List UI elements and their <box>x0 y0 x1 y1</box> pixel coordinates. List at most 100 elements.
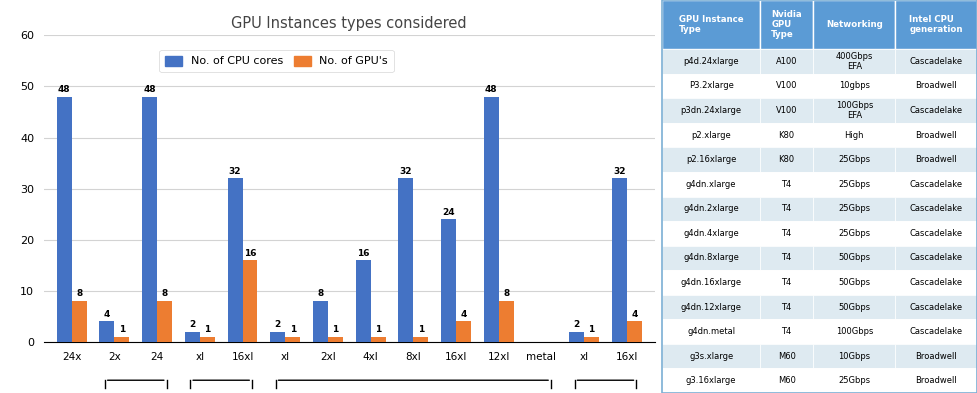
Text: p3dn.24xlarge: p3dn.24xlarge <box>681 106 742 115</box>
Bar <box>114 337 129 342</box>
Bar <box>895 98 977 123</box>
Bar <box>814 319 895 344</box>
Text: 4: 4 <box>631 310 638 319</box>
Text: 50Gbps: 50Gbps <box>838 303 871 312</box>
Text: 1: 1 <box>588 325 595 334</box>
Bar <box>71 301 87 342</box>
Text: 16: 16 <box>243 249 256 258</box>
Text: T4: T4 <box>782 303 791 312</box>
Text: Broadwell: Broadwell <box>915 376 957 385</box>
Text: 1: 1 <box>418 325 424 334</box>
Text: 25Gbps: 25Gbps <box>838 155 871 164</box>
Text: p2.16xlarge: p2.16xlarge <box>686 155 737 164</box>
Bar <box>662 369 760 393</box>
Bar <box>662 270 760 295</box>
Bar <box>895 295 977 319</box>
Bar <box>760 295 814 319</box>
Bar <box>895 147 977 172</box>
Bar <box>185 332 200 342</box>
Text: g3.16xlarge: g3.16xlarge <box>686 376 737 385</box>
Bar <box>760 270 814 295</box>
Bar <box>456 321 471 342</box>
Bar <box>760 369 814 393</box>
Bar <box>760 49 814 73</box>
Text: T4: T4 <box>782 180 791 189</box>
Bar <box>627 321 642 342</box>
Bar <box>356 260 370 342</box>
Text: 100Gbps: 100Gbps <box>835 327 873 336</box>
Bar <box>313 301 328 342</box>
Text: 10Gbps: 10Gbps <box>838 352 871 361</box>
Bar <box>200 337 215 342</box>
Text: V100: V100 <box>776 81 797 90</box>
Bar <box>895 270 977 295</box>
Bar <box>760 196 814 221</box>
Text: 4: 4 <box>104 310 110 319</box>
Text: GPU Instance
Type: GPU Instance Type <box>679 15 743 34</box>
Bar <box>399 178 413 342</box>
Bar <box>760 73 814 98</box>
Bar <box>814 49 895 73</box>
Text: V100: V100 <box>776 106 797 115</box>
Text: Broadwell: Broadwell <box>915 130 957 140</box>
Text: 1: 1 <box>204 325 210 334</box>
Bar <box>662 246 760 270</box>
Text: 24: 24 <box>443 208 455 217</box>
Bar <box>895 344 977 369</box>
Text: 8: 8 <box>76 290 82 299</box>
Bar <box>814 98 895 123</box>
Bar <box>760 246 814 270</box>
Text: Broadwell: Broadwell <box>915 81 957 90</box>
Bar <box>584 337 599 342</box>
Bar <box>285 337 300 342</box>
Text: Nvidia
GPU
Type: Nvidia GPU Type <box>772 10 802 39</box>
Bar <box>814 369 895 393</box>
Bar <box>370 337 386 342</box>
Bar <box>895 123 977 147</box>
Bar <box>662 123 760 147</box>
Text: 1: 1 <box>289 325 296 334</box>
Text: 100Gbps
EFA: 100Gbps EFA <box>835 101 873 120</box>
Bar <box>814 295 895 319</box>
Bar <box>760 123 814 147</box>
Bar <box>760 319 814 344</box>
Text: 32: 32 <box>400 167 412 176</box>
Text: T4: T4 <box>782 229 791 238</box>
Bar <box>662 319 760 344</box>
Text: Cascadelake: Cascadelake <box>910 229 962 238</box>
Text: g4dn.4xlarge: g4dn.4xlarge <box>683 229 739 238</box>
Text: g3s.xlarge: g3s.xlarge <box>689 352 734 361</box>
Bar <box>895 196 977 221</box>
Bar <box>662 196 760 221</box>
Text: 25Gbps: 25Gbps <box>838 376 871 385</box>
Text: 2: 2 <box>573 320 579 329</box>
Text: 48: 48 <box>144 85 156 94</box>
Bar <box>895 0 977 49</box>
Bar <box>157 301 172 342</box>
Bar <box>760 0 814 49</box>
Text: 32: 32 <box>614 167 625 176</box>
Text: 1: 1 <box>119 325 125 334</box>
Bar <box>814 270 895 295</box>
Bar <box>814 221 895 246</box>
Bar <box>895 49 977 73</box>
Bar <box>662 73 760 98</box>
Text: T4: T4 <box>782 327 791 336</box>
Text: K80: K80 <box>779 155 794 164</box>
Bar <box>271 332 285 342</box>
Bar <box>662 295 760 319</box>
Text: Broadwell: Broadwell <box>915 155 957 164</box>
Bar <box>662 221 760 246</box>
Text: g4dn.xlarge: g4dn.xlarge <box>686 180 737 189</box>
Text: g4dn.metal: g4dn.metal <box>687 327 736 336</box>
Bar <box>895 246 977 270</box>
Text: 4: 4 <box>460 310 467 319</box>
Bar <box>814 344 895 369</box>
Legend: No. of CPU cores, No. of GPU's: No. of CPU cores, No. of GPU's <box>159 50 394 72</box>
Bar <box>760 344 814 369</box>
Bar <box>895 73 977 98</box>
Text: M60: M60 <box>778 352 795 361</box>
Text: 8: 8 <box>161 290 168 299</box>
Text: 400Gbps
EFA: 400Gbps EFA <box>835 52 873 71</box>
Text: 48: 48 <box>485 85 497 94</box>
